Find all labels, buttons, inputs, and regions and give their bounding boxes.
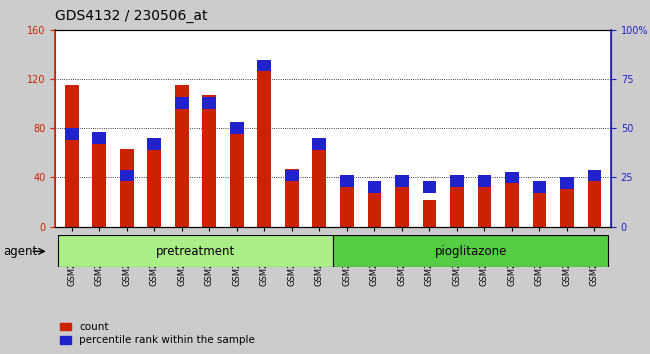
Bar bbox=[257, 59, 271, 72]
Bar bbox=[450, 176, 464, 187]
Bar bbox=[367, 181, 382, 193]
Bar bbox=[148, 138, 161, 150]
FancyBboxPatch shape bbox=[333, 235, 608, 267]
Bar bbox=[478, 187, 491, 227]
Bar bbox=[340, 176, 354, 187]
Bar bbox=[120, 149, 134, 227]
Bar bbox=[230, 122, 244, 134]
Text: pioglitazone: pioglitazone bbox=[434, 245, 507, 258]
Text: GDS4132 / 230506_at: GDS4132 / 230506_at bbox=[55, 9, 208, 23]
Bar bbox=[313, 138, 326, 150]
Bar bbox=[422, 181, 436, 193]
Bar bbox=[65, 128, 79, 140]
Bar bbox=[175, 85, 188, 227]
Bar bbox=[422, 200, 436, 227]
Bar bbox=[230, 126, 244, 227]
Bar bbox=[588, 170, 601, 181]
Bar bbox=[92, 135, 106, 227]
Bar bbox=[148, 141, 161, 227]
Bar bbox=[532, 181, 547, 193]
Bar bbox=[450, 184, 464, 227]
Bar bbox=[202, 97, 216, 109]
Bar bbox=[202, 95, 216, 227]
Bar bbox=[560, 177, 574, 189]
Bar bbox=[120, 170, 134, 181]
Bar bbox=[285, 170, 299, 181]
Bar bbox=[395, 176, 409, 187]
Bar bbox=[92, 132, 106, 144]
Bar bbox=[285, 169, 299, 227]
FancyBboxPatch shape bbox=[58, 235, 333, 267]
Bar bbox=[505, 172, 519, 183]
Bar bbox=[257, 67, 271, 227]
Text: pretreatment: pretreatment bbox=[156, 245, 235, 258]
Bar bbox=[367, 186, 382, 227]
Bar bbox=[532, 190, 547, 227]
Bar bbox=[478, 176, 491, 187]
Bar bbox=[340, 184, 354, 227]
Legend: count, percentile rank within the sample: count, percentile rank within the sample bbox=[60, 322, 255, 345]
Text: agent: agent bbox=[3, 245, 37, 258]
Bar bbox=[395, 186, 409, 227]
Bar bbox=[588, 177, 601, 227]
Bar bbox=[313, 150, 326, 227]
Bar bbox=[505, 180, 519, 227]
Bar bbox=[560, 184, 574, 227]
Bar bbox=[175, 97, 188, 109]
Bar bbox=[65, 85, 79, 227]
